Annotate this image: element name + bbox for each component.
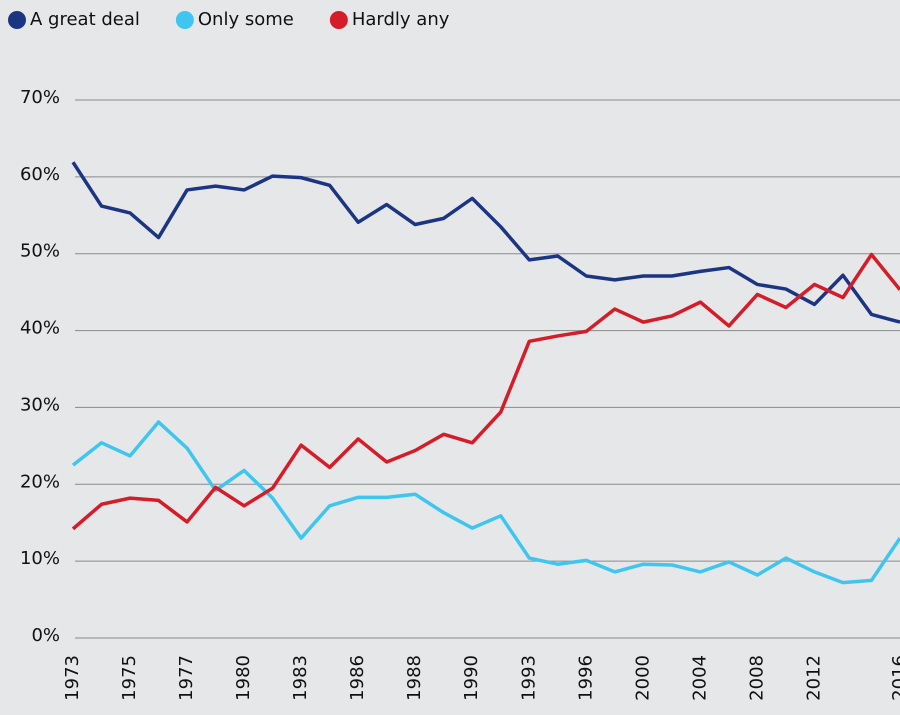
line-series: [71, 420, 900, 585]
x-tick-label: 2012: [803, 655, 824, 701]
x-tick-label: 2016: [889, 655, 900, 701]
x-tick-label: 1980: [233, 655, 254, 701]
x-tick-label: 1975: [119, 655, 140, 701]
y-tick-label: 10%: [20, 548, 60, 569]
line-series: [71, 252, 900, 531]
x-tick-label: 1977: [176, 655, 197, 701]
legend-swatch: [329, 11, 348, 29]
x-tick-label: 1990: [461, 655, 482, 701]
x-tick-label: 1988: [404, 655, 425, 701]
y-tick-label: 40%: [20, 318, 60, 339]
legend-swatch: [8, 11, 26, 29]
legend-label: Hardly any: [352, 9, 450, 30]
x-tick-label: 1973: [62, 655, 83, 701]
y-tick-label: 30%: [20, 394, 60, 415]
x-tick-label: 2008: [746, 655, 767, 701]
x-tick-label: 1983: [290, 655, 311, 701]
y-tick-label: 50%: [20, 241, 60, 262]
x-tick-label: 2000: [632, 655, 653, 701]
legend-swatch: [175, 11, 194, 29]
y-tick-label: 60%: [20, 164, 60, 185]
x-tick-label: 1986: [347, 655, 368, 701]
x-tick-label: 2004: [689, 655, 710, 701]
y-tick-label: 20%: [20, 471, 60, 492]
x-tick-label: 1996: [575, 655, 596, 701]
legend-label: Only some: [198, 9, 294, 30]
y-tick-label: 0%: [31, 625, 60, 646]
x-tick-label: 1993: [518, 655, 539, 701]
line-series: [71, 161, 900, 324]
legend-label: A great deal: [30, 9, 140, 30]
y-tick-label: 70%: [20, 87, 60, 108]
